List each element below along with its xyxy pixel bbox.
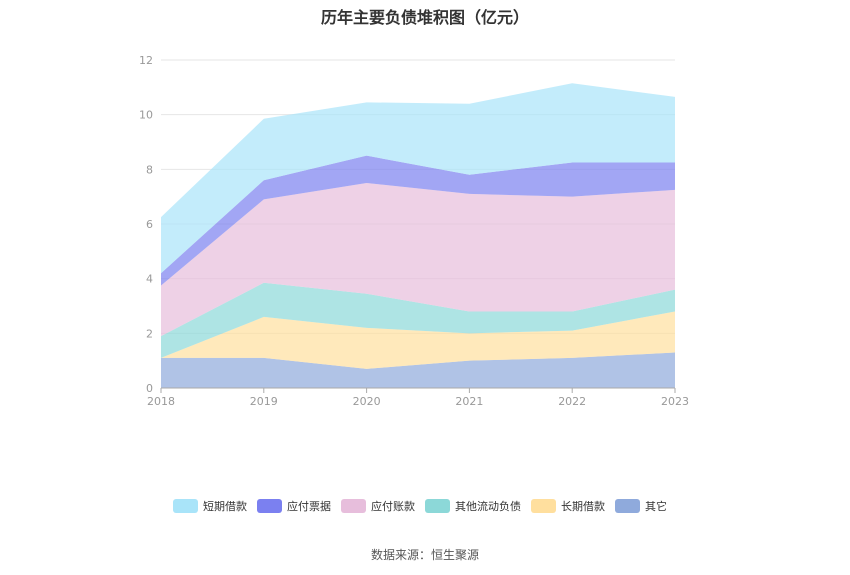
x-tick-label: 2021 [455, 395, 483, 408]
legend: 短期借款 应付票据 应付账款 其他流动负债 长期借款 其它 [173, 499, 667, 513]
legend-label: 长期借款 [561, 499, 605, 513]
legend-swatch [531, 499, 556, 513]
area-series [161, 83, 675, 388]
area-series-长期借款 [161, 311, 675, 369]
legend-swatch [173, 499, 198, 513]
data-source: 数据来源：恒生聚源 [370, 548, 479, 562]
chart-title: 历年主要负债堆积图（亿元） [320, 8, 529, 27]
y-tick-label: 4 [146, 273, 153, 286]
area-series-其它 [161, 352, 675, 388]
x-tick-label: 2019 [250, 395, 278, 408]
legend-label: 应付票据 [287, 499, 331, 513]
area-series-应付票据 [161, 155, 675, 286]
x-tick-label: 2022 [558, 395, 586, 408]
legend-label: 其它 [645, 499, 667, 513]
y-tick-label: 10 [139, 109, 153, 122]
y-tick-label: 8 [146, 163, 153, 176]
area-series-应付账款 [161, 183, 675, 337]
y-tick-label: 2 [146, 327, 153, 340]
legend-label: 短期借款 [203, 499, 247, 513]
legend-label: 其他流动负债 [455, 499, 521, 513]
legend-label: 应付账款 [371, 499, 415, 513]
x-tick-label: 2023 [661, 395, 689, 408]
y-tick-label: 0 [146, 382, 153, 395]
legend-swatch [615, 499, 640, 513]
area-series-短期借款 [161, 83, 675, 274]
x-tick-label: 2018 [147, 395, 175, 408]
legend-swatch [425, 499, 450, 513]
y-tick-label: 6 [146, 218, 153, 231]
axes: 0 2 4 6 8 10 12 2018 2019 2020 2021 2022 2023 [139, 54, 689, 408]
area-series-其他流动负债 [161, 282, 675, 358]
y-tick-label: 12 [139, 54, 153, 67]
legend-swatch [257, 499, 282, 513]
legend-swatch [341, 499, 366, 513]
x-tick-label: 2020 [353, 395, 381, 408]
